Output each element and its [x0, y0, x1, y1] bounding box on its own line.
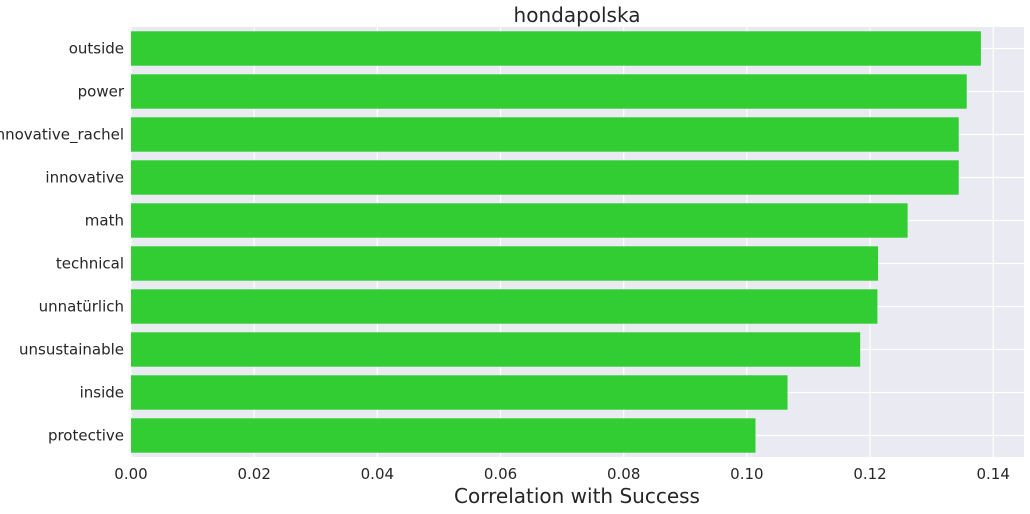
bar-inside [131, 375, 788, 410]
y-tick-labels: outside power innovative_rachel innovative m… [0, 40, 125, 445]
y-tick-label: technical [56, 255, 124, 273]
y-tick-label: protective [48, 427, 124, 445]
y-tick-label: outside [69, 40, 124, 58]
bar-technical [131, 246, 879, 281]
bar-innovative_rachel [131, 117, 959, 152]
bar-innovative [131, 160, 959, 195]
x-tick-label: 0.00 [114, 465, 147, 483]
bar-math [131, 203, 908, 238]
y-tick-label: innovative [45, 169, 124, 187]
bar-protective [131, 418, 756, 453]
bar-unnatürlich [131, 289, 878, 324]
y-tick-label: power [78, 83, 125, 101]
x-axis-label: Correlation with Success [454, 484, 700, 508]
x-tick-label: 0.14 [977, 465, 1010, 483]
bars [131, 31, 981, 453]
x-tick-label: 0.12 [853, 465, 886, 483]
y-tick-label: unsustainable [19, 341, 124, 359]
x-tick-label: 0.10 [730, 465, 763, 483]
bar-outside [131, 31, 981, 66]
y-tick-label: innovative_rachel [0, 126, 124, 145]
x-tick-label: 0.04 [361, 465, 394, 483]
x-tick-label: 0.06 [484, 465, 517, 483]
y-tick-label: unnatürlich [39, 298, 124, 316]
chart-title: hondapolska [514, 3, 641, 27]
bar-unsustainable [131, 332, 861, 367]
bar-power [131, 74, 967, 109]
x-tick-label: 0.02 [237, 465, 270, 483]
x-tick-label: 0.08 [607, 465, 640, 483]
x-tick-labels: 0.00 0.02 0.04 0.06 0.08 0.10 0.12 0.14 [114, 465, 1010, 483]
y-tick-label: math [85, 212, 124, 230]
y-tick-label: inside [80, 384, 124, 402]
